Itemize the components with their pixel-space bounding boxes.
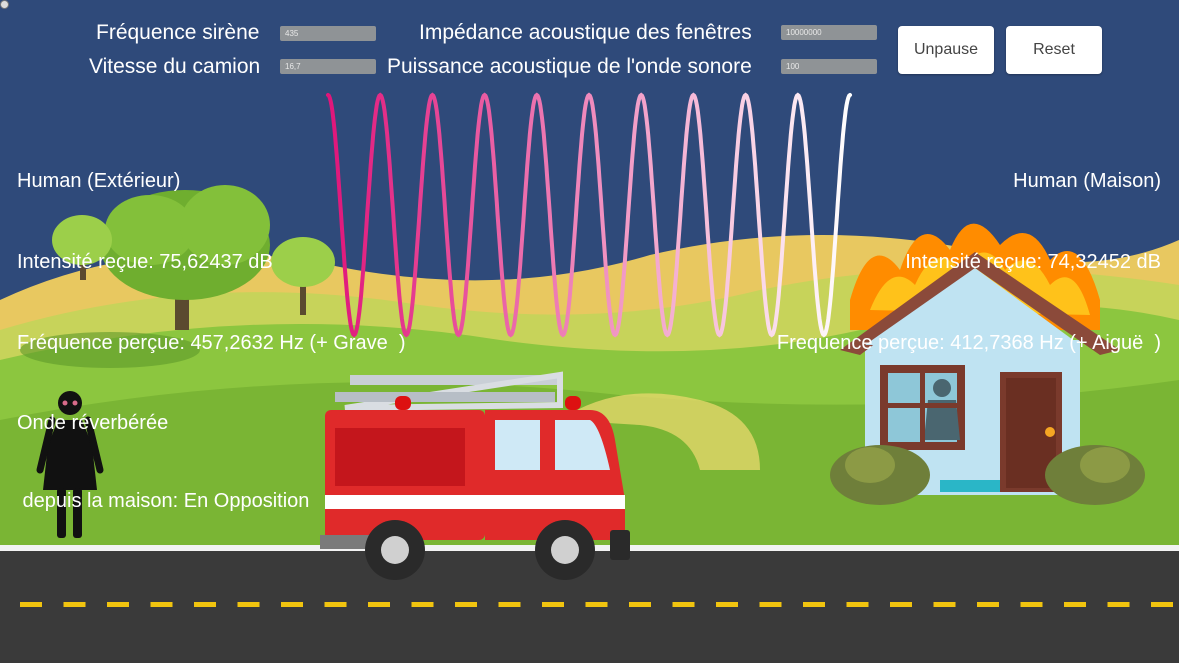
- outside-human-info: Human (Extérieur) Intensité reçue: 75,62…: [17, 114, 406, 540]
- siren-frequency-input[interactable]: 435: [280, 26, 376, 41]
- lane-marking: [455, 602, 477, 607]
- sound-power-input[interactable]: 100: [781, 59, 877, 74]
- woman-silhouette-icon: [36, 391, 104, 538]
- lane-marking: [585, 602, 608, 607]
- house-title: Human (Maison): [1013, 170, 1161, 192]
- lane-marking: [1020, 602, 1043, 607]
- lane-marking: [672, 602, 695, 607]
- lane-marking: [237, 602, 260, 607]
- lane-marking: [1064, 602, 1086, 607]
- truck-speed-label: Vitesse du camion: [89, 55, 261, 78]
- lane-marking: [629, 602, 651, 607]
- reset-button[interactable]: Reset: [1006, 26, 1102, 74]
- window-impedance-label: Impédance acoustique des fenêtres: [419, 21, 752, 44]
- unpause-button[interactable]: Unpause: [898, 26, 994, 74]
- sound-power-label: Puissance acoustique de l'onde sonore: [387, 55, 752, 78]
- lane-marking: [759, 602, 782, 607]
- lane-marking: [194, 602, 216, 607]
- outside-reverb-line1: Onde réverbérée: [17, 412, 169, 434]
- house-intensity: Intensité reçue: 74,32452 dB: [905, 251, 1161, 273]
- lane-marking: [977, 602, 999, 607]
- settings-dot-icon[interactable]: [0, 0, 9, 9]
- outside-intensity: Intensité reçue: 75,62437 dB: [17, 251, 273, 273]
- fire-truck-icon: [320, 371, 630, 580]
- lane-marking: [107, 602, 129, 607]
- lane-marking: [716, 602, 738, 607]
- lane-marking: [63, 602, 86, 607]
- road-lane-markings: [20, 602, 1173, 607]
- outside-frequency: Fréquence perçue: 457,2632 Hz (+ Grave ): [17, 332, 406, 354]
- lane-marking: [803, 602, 825, 607]
- house-human-info: Human (Maison) Intensité reçue: 74,32452…: [777, 114, 1161, 384]
- lane-marking: [368, 602, 390, 607]
- lane-marking: [1151, 602, 1173, 607]
- lane-marking: [150, 602, 173, 607]
- house-frequency: Frequence perçue: 412,7368 Hz (+ Aiguë ): [776, 332, 1161, 354]
- burning-house-icon: [830, 223, 1145, 505]
- siren-frequency-label: Fréquence sirène: [96, 21, 260, 44]
- tree-icon: [100, 185, 270, 330]
- lane-marking: [1107, 602, 1130, 607]
- sound-wave: [326, 92, 852, 338]
- lane-marking: [498, 602, 521, 607]
- lane-marking: [542, 602, 564, 607]
- outside-reverb-line2: depuis la maison: En Opposition: [17, 490, 310, 512]
- outside-title: Human (Extérieur): [17, 170, 181, 192]
- truck-speed-input[interactable]: 16,7: [280, 59, 376, 74]
- lane-marking: [324, 602, 347, 607]
- lane-marking: [411, 602, 434, 607]
- window-impedance-input[interactable]: 10000000: [781, 25, 877, 40]
- lane-marking: [281, 602, 303, 607]
- lane-marking: [846, 602, 869, 607]
- lane-marking: [933, 602, 956, 607]
- tree-icon: [271, 237, 335, 315]
- tree-icon: [52, 215, 112, 280]
- lane-marking: [890, 602, 912, 607]
- lane-marking: [20, 602, 42, 607]
